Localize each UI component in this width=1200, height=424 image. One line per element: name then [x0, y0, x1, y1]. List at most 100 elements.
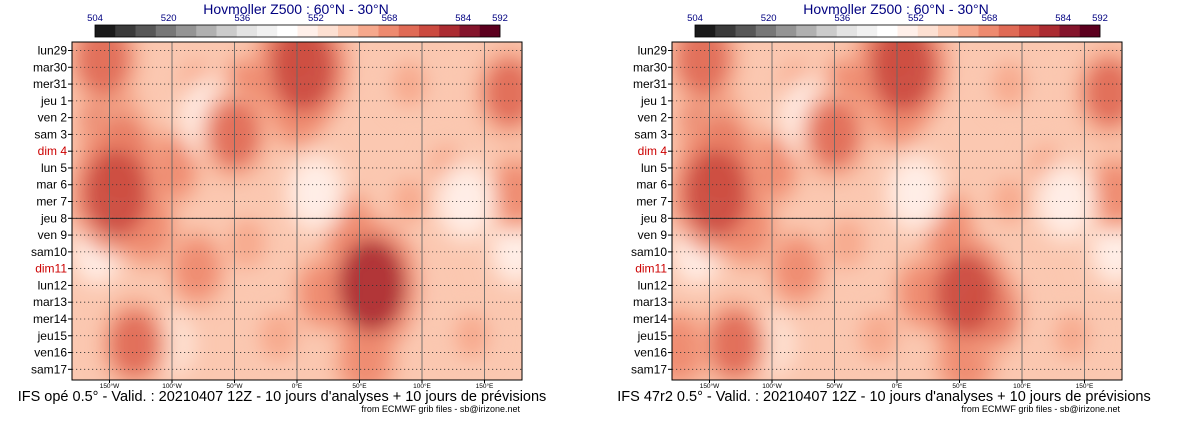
colorbar-swatch — [479, 25, 501, 37]
day-label: sam10 — [31, 245, 67, 259]
z500-anomaly — [709, 310, 760, 378]
colorbar-swatch — [978, 25, 1000, 37]
colorbar-tick-label: 552 — [908, 13, 924, 24]
colorbar-swatch — [358, 25, 379, 37]
colorbar-swatch — [958, 25, 979, 37]
day-label: lun29 — [38, 44, 68, 58]
day-label: ven 2 — [38, 111, 68, 125]
z500-anomaly — [871, 42, 936, 112]
z500-anomaly — [991, 178, 1028, 225]
day-label: jeu15 — [637, 329, 668, 343]
panel-title: Hovmoller Z500 : 60°N - 30°N — [803, 1, 989, 17]
day-label: jeu15 — [37, 329, 68, 343]
colorbar-tick-label: 584 — [455, 13, 471, 24]
day-label: ven 9 — [638, 228, 668, 242]
colorbar: 504 520 536 552 568 584 592 — [87, 13, 508, 38]
colorbar-swatch — [796, 25, 817, 37]
panel-title: Hovmoller Z500 : 60°N - 30°N — [203, 1, 389, 17]
z500-anomaly — [442, 170, 489, 233]
z500-anomaly — [935, 252, 996, 336]
z500-anomaly — [109, 310, 160, 378]
day-label: sam 3 — [34, 127, 67, 141]
colorbar-swatch — [135, 25, 157, 37]
panel-caption: IFS 47r2 0.5° - Valid. : 20210407 12Z - … — [617, 389, 1150, 405]
z500-anomaly — [1042, 170, 1089, 233]
z500-anomaly — [391, 178, 428, 225]
day-label: mar30 — [33, 60, 67, 74]
lon-tick-label: 50°E — [952, 382, 967, 390]
panel-left: Hovmoller Z500 : 60°N - 30°N 504 520 536 55… — [18, 1, 547, 414]
colorbar-tick-label: 504 — [87, 13, 103, 24]
colorbar-swatch — [439, 25, 460, 37]
colorbar-swatch — [317, 25, 339, 37]
day-label: jeu 1 — [40, 94, 67, 108]
lon-tick-label: 0°E — [892, 382, 903, 390]
z500-anomaly — [1094, 164, 1122, 222]
hovmoller-plot: lun29 mar30 mer31 jeu 1 ven 2 sam 3 dim 4 lun 5… — [31, 41, 523, 390]
colorbar-swatch — [897, 25, 919, 37]
colorbar-swatch — [857, 25, 878, 37]
colorbar-frame — [694, 24, 1101, 38]
day-label: ven16 — [34, 346, 67, 360]
colorbar-swatch — [1039, 25, 1060, 37]
colorbar-swatch — [155, 25, 177, 37]
colorbar-swatch — [836, 25, 858, 37]
colorbar-swatch — [257, 25, 278, 37]
colorbar-swatch — [1059, 25, 1081, 37]
colorbar-swatch — [115, 25, 136, 37]
panel-right: Hovmoller Z500 : 60°N - 30°N 504 520 536 55… — [617, 1, 1150, 414]
lon-tick-label: 150°W — [100, 382, 120, 390]
colorbar-tick-label: 504 — [687, 13, 703, 24]
z500-anomaly — [227, 217, 267, 270]
colorbar-swatch — [338, 25, 359, 37]
day-label: lun 5 — [41, 161, 67, 175]
z500-anomaly — [83, 149, 148, 238]
colorbar-tick-label: 552 — [308, 13, 324, 24]
day-label: sam17 — [631, 362, 667, 376]
colorbar-swatch — [695, 25, 716, 37]
day-label: mer31 — [33, 77, 67, 91]
colorbar-swatch — [297, 25, 319, 37]
lon-tick-label: 0°E — [292, 382, 303, 390]
hovmoller-plot: lun29 mar30 mer31 jeu 1 ven 2 sam 3 dim 4 lun 5… — [631, 41, 1123, 390]
colorbar-swatch — [196, 25, 217, 37]
colorbar-swatch — [459, 25, 481, 37]
z500-anomaly — [258, 309, 298, 362]
day-label: mar13 — [633, 295, 667, 309]
colorbar-swatch — [419, 25, 440, 37]
lon-tick-label: 150°W — [700, 382, 720, 390]
day-label: mer14 — [633, 312, 667, 326]
day-label: jeu 8 — [40, 211, 67, 225]
day-label: ven16 — [634, 346, 667, 360]
lon-tick-label: 100°E — [413, 382, 431, 390]
lon-tick-label: 50°W — [827, 382, 844, 390]
z500-anomaly — [991, 60, 1028, 108]
day-label: ven 2 — [638, 111, 668, 125]
day-label: sam 3 — [634, 127, 667, 141]
z500-anomaly — [827, 217, 867, 270]
z500-anomaly — [858, 309, 898, 362]
colorbar-swatch — [998, 25, 1020, 37]
day-label: ven 9 — [38, 228, 68, 242]
colorbar-tick-label: 520 — [161, 13, 177, 24]
z500-field — [72, 42, 522, 380]
lon-tick-label: 100°W — [762, 382, 782, 390]
day-label: dim 4 — [638, 144, 668, 158]
colorbar-tick-label: 536 — [834, 13, 850, 24]
colorbar-swatch — [938, 25, 959, 37]
day-label: lun 5 — [641, 161, 667, 175]
day-label: dim11 — [635, 262, 667, 276]
colorbar-swatch — [378, 25, 400, 37]
colorbar-frame — [94, 24, 501, 38]
colorbar-swatch — [816, 25, 838, 37]
lon-tick-label: 150°E — [1076, 382, 1094, 390]
colorbar-tick-label: 584 — [1055, 13, 1071, 24]
day-label: mar30 — [633, 60, 667, 74]
z500-anomaly — [672, 318, 702, 380]
lon-tick-label: 100°E — [1013, 382, 1031, 390]
z500-anomaly — [271, 42, 336, 112]
colorbar-swatch — [776, 25, 797, 37]
z500-field — [672, 42, 1122, 380]
z500-anomaly — [484, 58, 522, 127]
